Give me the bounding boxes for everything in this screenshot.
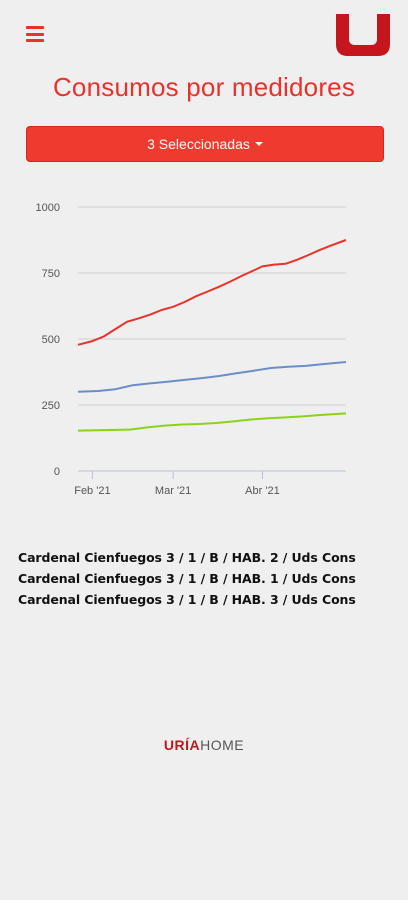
x-tick-label: Abr '21 — [245, 485, 280, 497]
series-line-2 — [77, 361, 347, 393]
series-legend: Cardenal Cienfuegos 3 / 1 / B / HAB. 2 /… — [18, 550, 408, 613]
y-tick-label: 750 — [42, 268, 60, 280]
header — [0, 0, 408, 70]
hamburger-menu-icon[interactable] — [26, 26, 44, 42]
legend-item: Cardenal Cienfuegos 3 / 1 / B / HAB. 2 /… — [18, 550, 356, 565]
page-title: Consumos por medidores — [52, 72, 356, 102]
meter-select-dropdown[interactable]: 3 Seleccionadas — [26, 126, 384, 162]
caret-down-icon — [254, 142, 263, 146]
x-tick-label: Feb '21 — [74, 485, 110, 497]
consumption-line-chart: 0 250 500 750 1000 Feb '21 Mar '21 Abr '21 — [36, 202, 347, 497]
series-line-3 — [77, 412, 347, 432]
uria-home-logo: URÍAHOME — [0, 737, 408, 753]
y-tick-label: 250 — [42, 400, 60, 412]
y-tick-label: 500 — [42, 334, 60, 346]
series-line-1 — [77, 239, 347, 346]
legend-item: Cardenal Cienfuegos 3 / 1 / B / HAB. 3 /… — [18, 592, 356, 607]
brand-part-1: URÍA — [163, 737, 201, 753]
y-tick-label: 0 — [54, 466, 60, 478]
y-tick-label: 1000 — [36, 202, 60, 214]
x-tick-label: Mar '21 — [155, 485, 191, 497]
select-label: 3 Seleccionadas — [147, 136, 250, 152]
legend-item: Cardenal Cienfuegos 3 / 1 / B / HAB. 1 /… — [18, 571, 356, 586]
brand-part-2: HOME — [200, 737, 245, 753]
u-logo-icon — [336, 14, 390, 56]
